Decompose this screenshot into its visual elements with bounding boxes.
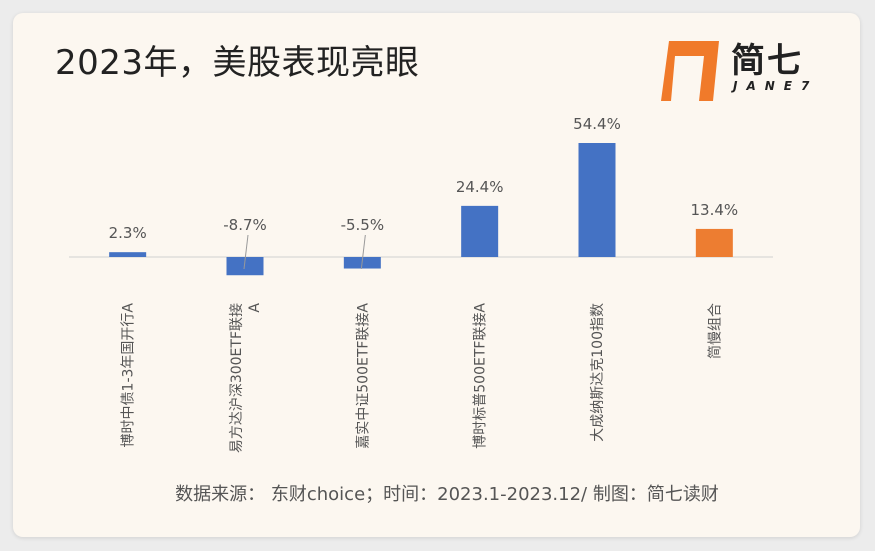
bar <box>226 257 264 276</box>
logo-text: 简七 <box>731 41 803 81</box>
chart-title: 2023年，美股表现亮眼 <box>55 43 420 83</box>
data-label: 54.4% <box>573 115 621 133</box>
category-label: 易方达沪深300ETF联接 A <box>228 303 263 454</box>
brand-logo: 简七 JANE7 <box>661 29 831 109</box>
data-label: -5.5% <box>341 216 385 234</box>
category-label: 嘉实中证500ETF联接A <box>354 303 371 449</box>
category-label: 博时中债1-3年国开行A <box>120 303 137 448</box>
data-label: 24.4% <box>456 178 504 196</box>
category-label: 大成纳斯达克100指数 <box>590 303 606 442</box>
category-label: 简慢组合 <box>706 303 723 359</box>
data-label-leader <box>360 234 366 270</box>
bar <box>461 205 499 257</box>
logo-mark-icon <box>661 41 719 101</box>
data-label: -8.7% <box>223 216 267 234</box>
category-label: 博时标普500ETF联接A <box>472 303 489 449</box>
data-label: 2.3% <box>109 224 147 242</box>
bar <box>578 143 616 257</box>
source-note: 数据来源： 东财choice；时间：2023.1-2023.12/ 制图：简七读… <box>175 484 719 505</box>
data-label: 13.4% <box>691 201 739 219</box>
chart-card: 2023年，美股表现亮眼 简七 JANE7 <box>13 13 860 537</box>
bar <box>695 228 733 257</box>
bar <box>109 252 147 257</box>
data-label-leader <box>243 234 249 270</box>
logo-subtext: JANE7 <box>733 79 819 93</box>
